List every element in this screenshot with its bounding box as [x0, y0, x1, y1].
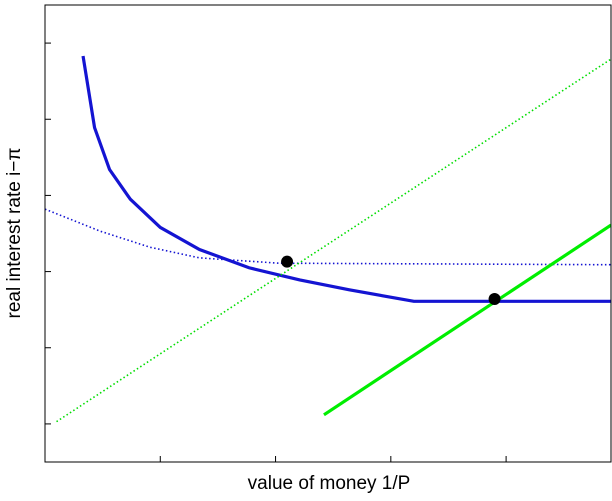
- curve: [323, 223, 611, 417]
- y-axis-label: real interest rate i−π: [4, 148, 25, 319]
- plot-frame: [44, 4, 612, 463]
- curve: [45, 208, 611, 266]
- curve: [56, 58, 611, 423]
- equilibrium-point: [281, 255, 294, 268]
- x-axis-label: value of money 1/P: [248, 473, 411, 494]
- equilibrium-point: [488, 293, 501, 306]
- plot-area: [45, 55, 611, 423]
- curve: [81, 55, 611, 303]
